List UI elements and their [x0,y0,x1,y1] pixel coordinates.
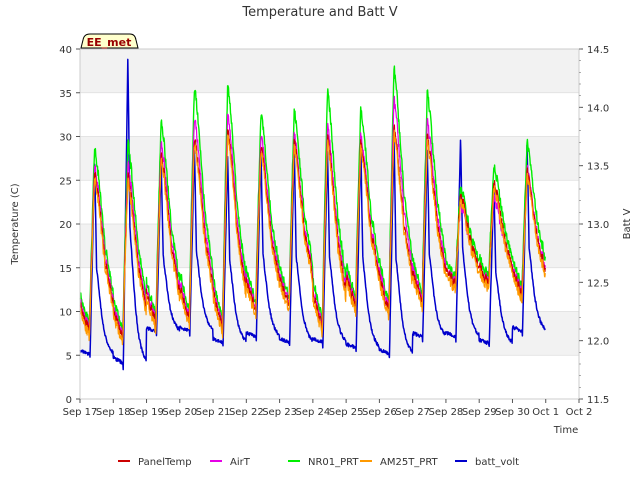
y-left-tick-label: 0 [66,395,72,406]
plot-band [80,311,579,356]
station-label-text: EE_met [87,36,132,49]
y-left-tick-label: 40 [59,45,72,56]
y-left-tick-label: 5 [66,351,72,362]
y-right-tick-label: 12.0 [587,337,609,348]
y-left-tick-label: 35 [59,89,72,100]
y-right-tick-label: 13.5 [587,162,609,173]
x-tick-label: Sep 18 [96,407,131,418]
x-tick-label: Sep 29 [462,407,497,418]
x-tick-label: Sep 30 [495,407,530,418]
station-label-box: EE_met [80,33,139,49]
series-line-batt_volt [79,58,546,371]
legend-label-NR01_PRT: NR01_PRT [308,457,359,468]
series-lines [79,58,546,371]
legend: PanelTemp AirT NR01_PRT AM25T_PRT batt_volt [118,457,519,468]
x-tick-label: Sep 24 [295,407,330,418]
y-left-tick-label: 10 [59,308,72,319]
x-tick-label: Oct 2 [566,407,593,418]
x-tick-label: Sep 19 [129,407,164,418]
legend-label-AM25T_PRT: AM25T_PRT [380,457,439,468]
x-tick-label: Sep 26 [362,407,397,418]
x-tick-label: Sep 23 [262,407,297,418]
y-right-tick-label: 11.5 [587,395,609,406]
y-axis-right-label: Batt V [622,208,633,239]
y-right-tick-label: 14.0 [587,103,609,114]
y-right-tick-label: 14.5 [587,45,609,56]
series-line-AM25T_PRT [79,129,546,346]
x-tick-label: Oct 1 [532,407,559,418]
y-left-tick-label: 15 [59,264,72,275]
x-axis-label: Time [553,425,578,436]
x-tick-label: Sep 17 [63,407,98,418]
x-tick-label: Sep 25 [329,407,364,418]
legend-label-PanelTemp: PanelTemp [138,457,192,468]
y-left-tick-label: 30 [59,133,72,144]
x-tick-label: Sep 21 [196,407,231,418]
legend-label-batt_volt: batt_volt [475,457,519,468]
y-axis-right-ticks: 11.5 12.0 12.5 13.0 13.5 14.0 14.5 [579,45,609,406]
x-tick-label: Sep 22 [229,407,264,418]
y-axis-left-label: Temperature (C) [10,183,21,265]
plot-band [80,49,579,93]
chart-title: Temperature and Batt V [241,5,397,20]
x-tick-label: Sep 28 [429,407,464,418]
y-left-tick-label: 25 [59,176,72,187]
x-tick-label: Sep 27 [395,407,430,418]
y-right-tick-label: 13.0 [587,220,609,231]
y-left-tick-label: 20 [59,220,72,231]
legend-label-AirT: AirT [230,457,251,468]
y-axis-left-ticks: 0 5 10 15 20 25 30 35 40 [59,45,80,406]
x-tick-label: Sep 20 [162,407,197,418]
y-right-tick-label: 12.5 [587,278,609,289]
